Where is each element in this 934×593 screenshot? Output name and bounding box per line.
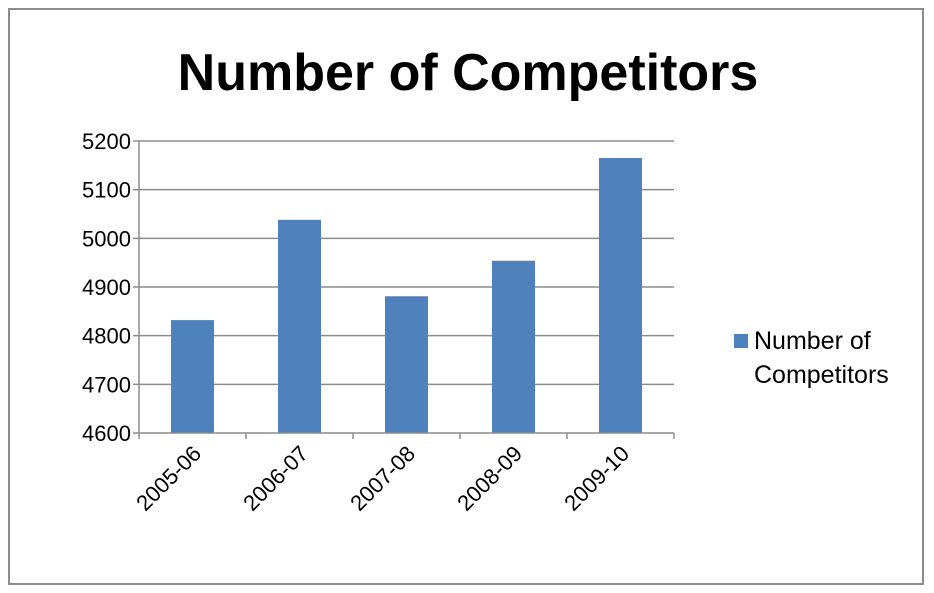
bar-2007-08	[385, 296, 428, 433]
legend-label-line-2: Competitors	[754, 361, 889, 389]
bar-2008-09	[492, 260, 535, 433]
x-axis	[138, 141, 675, 439]
legend: Number of Competitors	[734, 327, 889, 389]
bars	[171, 158, 642, 434]
y-tick-label: 4800	[82, 324, 131, 349]
bar-2009-10	[599, 158, 642, 434]
y-tick-label: 4900	[82, 275, 131, 300]
chart-frame	[8, 8, 924, 585]
gridlines	[139, 140, 674, 386]
y-tick-label: 5200	[82, 129, 131, 154]
x-tick-label: 2007-08	[345, 441, 420, 516]
y-tick-label: 4600	[82, 421, 131, 446]
x-tick-label: 2009-10	[559, 441, 634, 516]
x-tick-label: 2008-09	[452, 441, 527, 516]
y-axis-ticks: 4600 4700 4800 4900 5000 5100 5200	[82, 129, 139, 446]
x-tick-label: 2006-07	[238, 441, 313, 516]
bar-2005-06	[171, 320, 214, 433]
y-tick-label: 4700	[82, 372, 131, 397]
chart-title: Number of Competitors	[178, 44, 759, 102]
legend-label-line-1: Number of	[754, 327, 871, 355]
legend-swatch	[734, 334, 748, 348]
x-axis-ticks: 2005-06 2006-07 2007-08 2008-09 2009-10	[131, 441, 634, 516]
x-tick-label: 2005-06	[131, 441, 206, 516]
y-tick-label: 5100	[82, 178, 131, 203]
y-tick-label: 5000	[82, 226, 131, 251]
bar-2006-07	[278, 219, 321, 433]
